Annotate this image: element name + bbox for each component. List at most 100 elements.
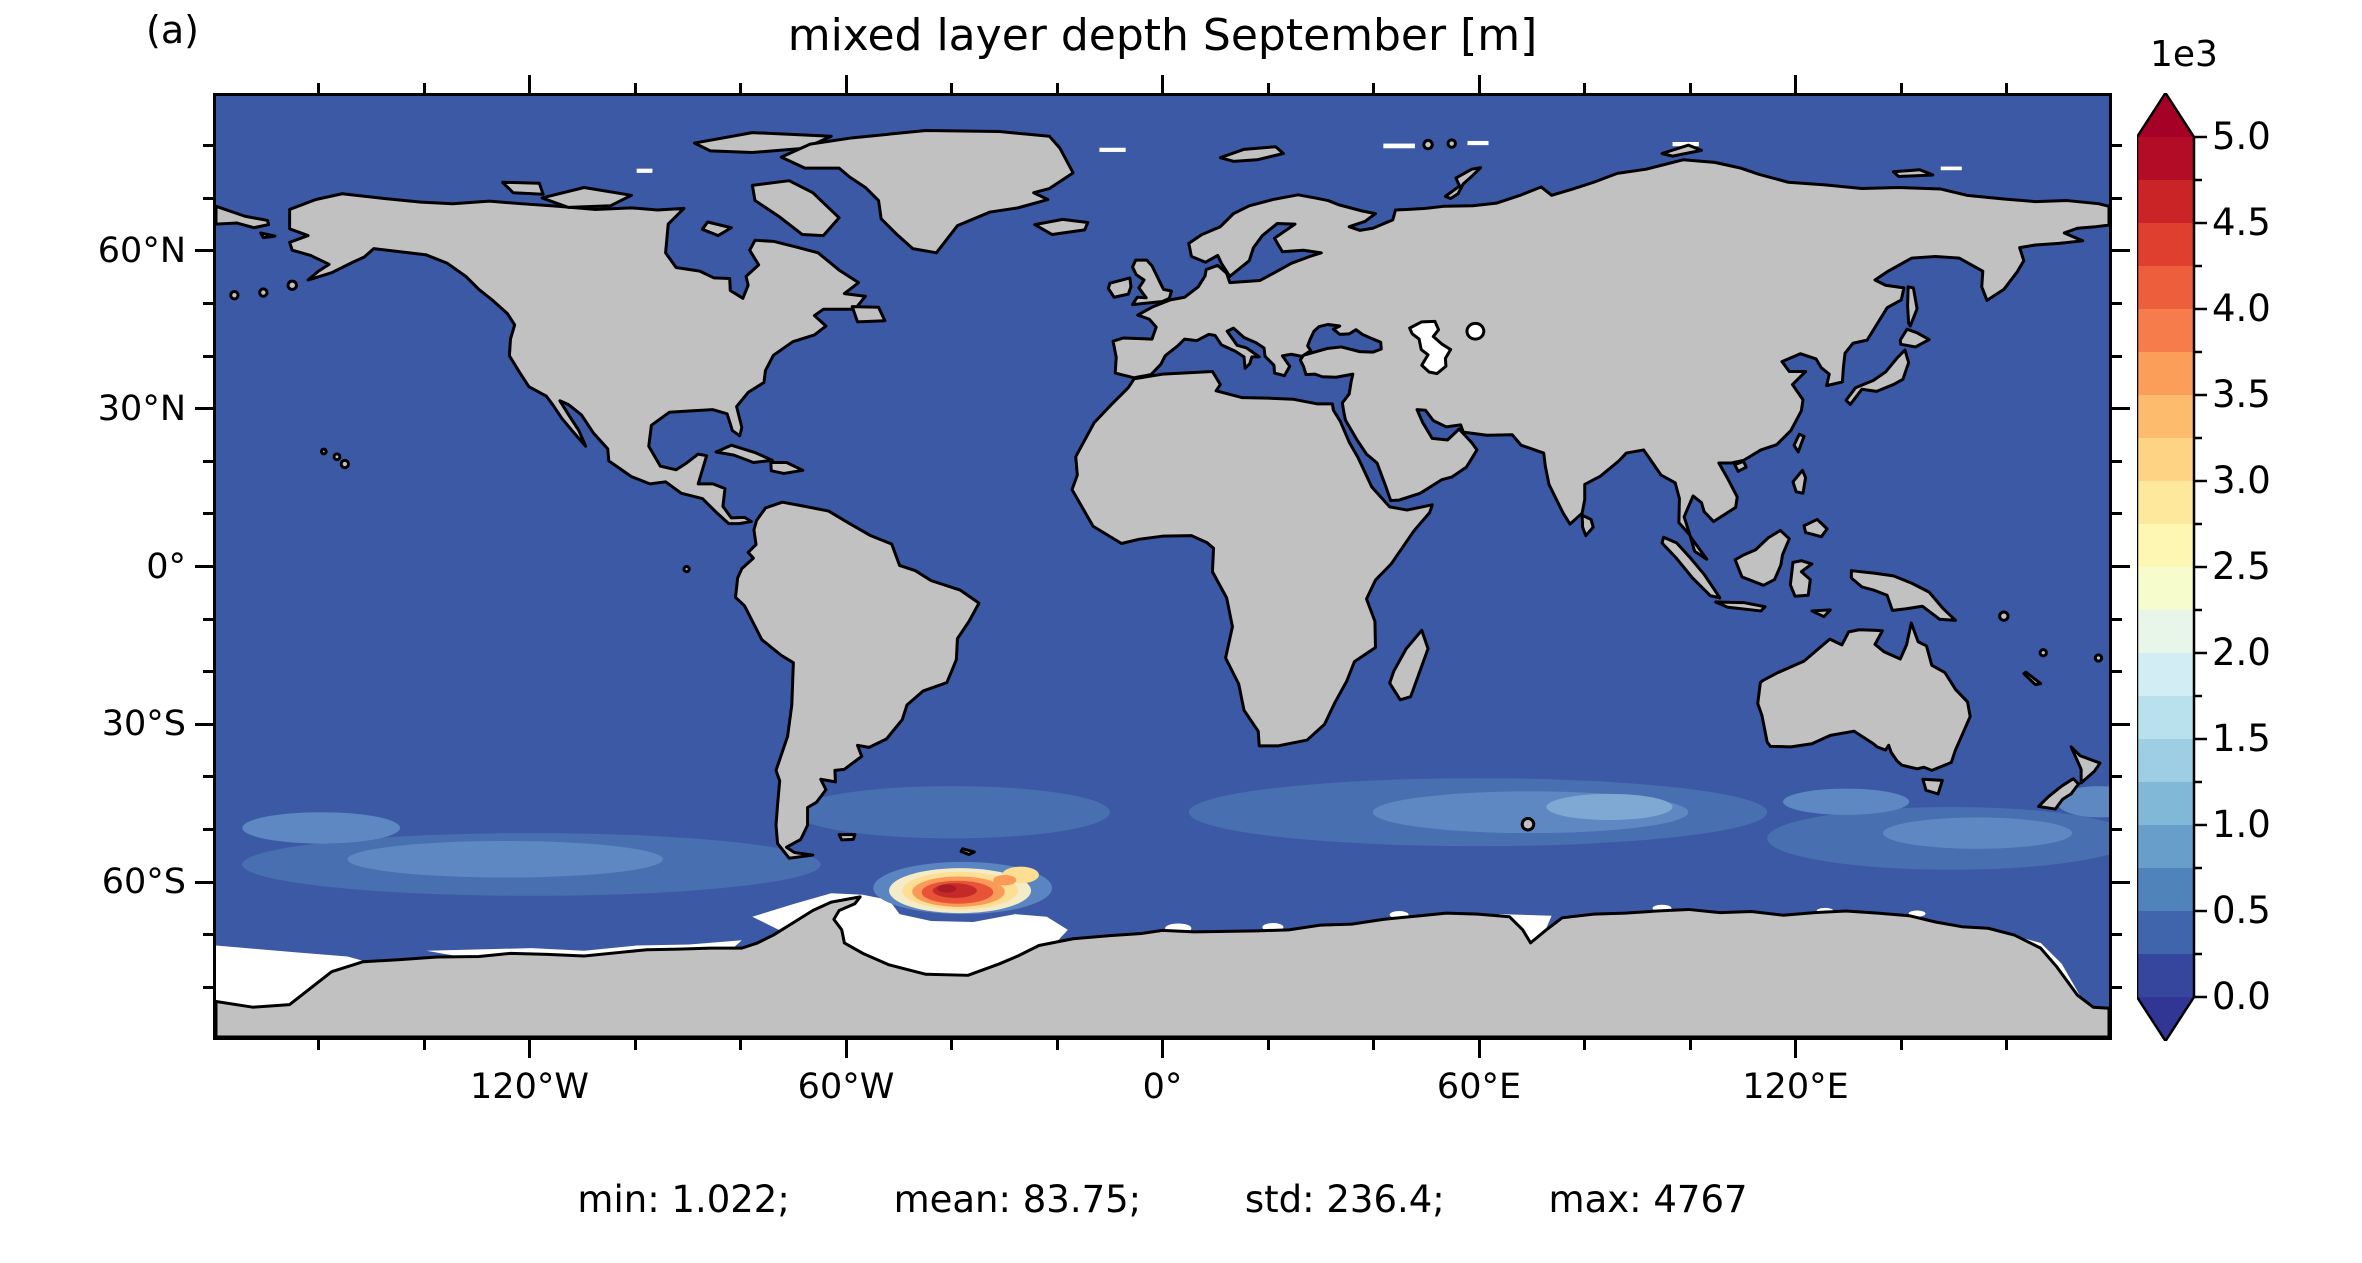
colorbar-tick-label: 2.0 <box>2212 631 2271 674</box>
land-aleutian-island <box>260 289 267 296</box>
land-sakhalin <box>1908 287 1917 326</box>
land-eurasia <box>1113 160 2109 559</box>
lon-tick-label: 60°E <box>1436 1067 1522 1107</box>
axis-tick <box>1055 1040 1059 1050</box>
axis-tick <box>739 83 742 93</box>
axis-tick <box>203 933 213 937</box>
axis-tick <box>203 985 213 989</box>
axis-tick <box>317 83 320 93</box>
axis-tick <box>844 75 848 93</box>
nodata-fleck-arctic <box>1383 143 1415 149</box>
axis-tick <box>2112 775 2122 779</box>
lat-tick-label: 0° <box>146 546 186 587</box>
land-group <box>216 131 2109 1037</box>
axis-tick <box>844 1040 848 1058</box>
colorbar-tick-label: 3.5 <box>2212 373 2271 416</box>
axis-tick <box>528 75 531 93</box>
land-mindanao <box>1804 519 1827 536</box>
axis-tick <box>1583 1040 1586 1050</box>
colorbar-band <box>2137 309 2194 352</box>
land-taiwan <box>1794 434 1804 452</box>
colorbar-over-arrow <box>2137 93 2194 137</box>
axis-tick <box>2005 1040 2008 1050</box>
colorbar-band <box>2137 180 2194 223</box>
lake-aral-nodata <box>1467 323 1484 339</box>
land-timor <box>1812 610 1830 617</box>
land-cuba <box>716 445 772 462</box>
land-severnaya-zemlya <box>1662 145 1701 156</box>
axis-tick <box>422 83 426 93</box>
land-iceland <box>1035 219 1088 234</box>
southern-ocean-patch <box>794 786 1110 839</box>
southern-ocean-patch <box>1882 817 2073 849</box>
axis-tick <box>195 407 213 411</box>
land-aleutian-island <box>288 281 296 289</box>
colorbar-band <box>2137 223 2194 266</box>
axis-tick <box>2112 880 2130 884</box>
land-greenland <box>781 131 1073 253</box>
colorbar-band <box>2137 610 2194 653</box>
nodata-fleck-arctic <box>1099 147 1126 152</box>
colorbar-tick-label: 4.0 <box>2212 287 2271 330</box>
plot-title: mixed layer depth September [m] <box>787 10 1538 61</box>
colorbar-tick-label: 5.0 <box>2212 115 2271 158</box>
colorbar-band <box>2137 438 2194 481</box>
land-great-britain <box>1133 260 1172 304</box>
world-map-axes <box>213 93 2112 1040</box>
axis-tick <box>203 775 213 779</box>
axis-tick <box>1266 1040 1270 1050</box>
axis-tick <box>2112 670 2122 674</box>
colorbar-tick-label: 1.0 <box>2212 803 2271 846</box>
lon-tick-label: 120°E <box>1742 1067 1849 1107</box>
land-new-zealand-south <box>2039 779 2079 809</box>
colorbar-band <box>2137 481 2194 524</box>
colorbar-tick-label: 0.5 <box>2212 889 2271 932</box>
colorbar-tick-label: 2.5 <box>2212 545 2271 588</box>
colorbar-tick-label: 4.5 <box>2212 201 2271 244</box>
lon-tick-label: 120°W <box>470 1067 589 1107</box>
southern-ocean-patch <box>1782 788 1910 815</box>
land-north-america <box>290 194 866 524</box>
stat-min: min: 1.022; <box>577 1178 790 1221</box>
colorbar-under-arrow <box>2137 997 2194 1041</box>
axis-tick <box>2112 985 2122 989</box>
land-svalbard <box>1220 147 1283 162</box>
stat-std: std: 236.4; <box>1244 1178 1445 1221</box>
lon-tick-label: 0° <box>1142 1067 1183 1107</box>
axis-tick <box>195 565 213 568</box>
colorbar-tick-label: 0.0 <box>2212 975 2271 1018</box>
axis-tick <box>950 1040 953 1050</box>
axis-tick <box>2112 407 2130 411</box>
land-victoria-island <box>542 187 631 207</box>
axis-tick <box>2112 144 2122 148</box>
colorbar-band <box>2137 739 2194 782</box>
colorbar-tick-label: 1.5 <box>2212 717 2271 760</box>
southern-ocean-patch <box>347 840 663 878</box>
axis-tick <box>1055 83 1059 93</box>
lon-tick-label: 60°W <box>797 1067 895 1107</box>
colorbar-band <box>2137 825 2194 868</box>
axis-tick <box>195 722 213 726</box>
axis-tick <box>633 1040 637 1050</box>
colorbar-band <box>2137 567 2194 610</box>
land-madagascar <box>1390 630 1428 700</box>
land-franz-josef <box>1448 140 1455 147</box>
land-borneo <box>1735 530 1789 585</box>
axis-tick <box>1477 1040 1481 1058</box>
colorbar-band <box>2137 868 2194 911</box>
lake-caspian-nodata <box>1410 321 1451 373</box>
axis-tick <box>2112 933 2122 937</box>
land-southampton-island <box>702 222 731 236</box>
axis-tick <box>2112 512 2122 516</box>
axis-tick <box>203 459 213 463</box>
axis-tick <box>1688 1040 1692 1050</box>
axis-tick <box>203 828 213 832</box>
axis-tick <box>1161 1040 1164 1058</box>
land-honshu <box>1846 350 1909 404</box>
axis-tick <box>1477 75 1481 93</box>
axis-tick <box>203 512 213 516</box>
axis-tick <box>422 1040 426 1050</box>
land-hawaii <box>321 449 326 454</box>
land-sumatra <box>1662 537 1720 598</box>
